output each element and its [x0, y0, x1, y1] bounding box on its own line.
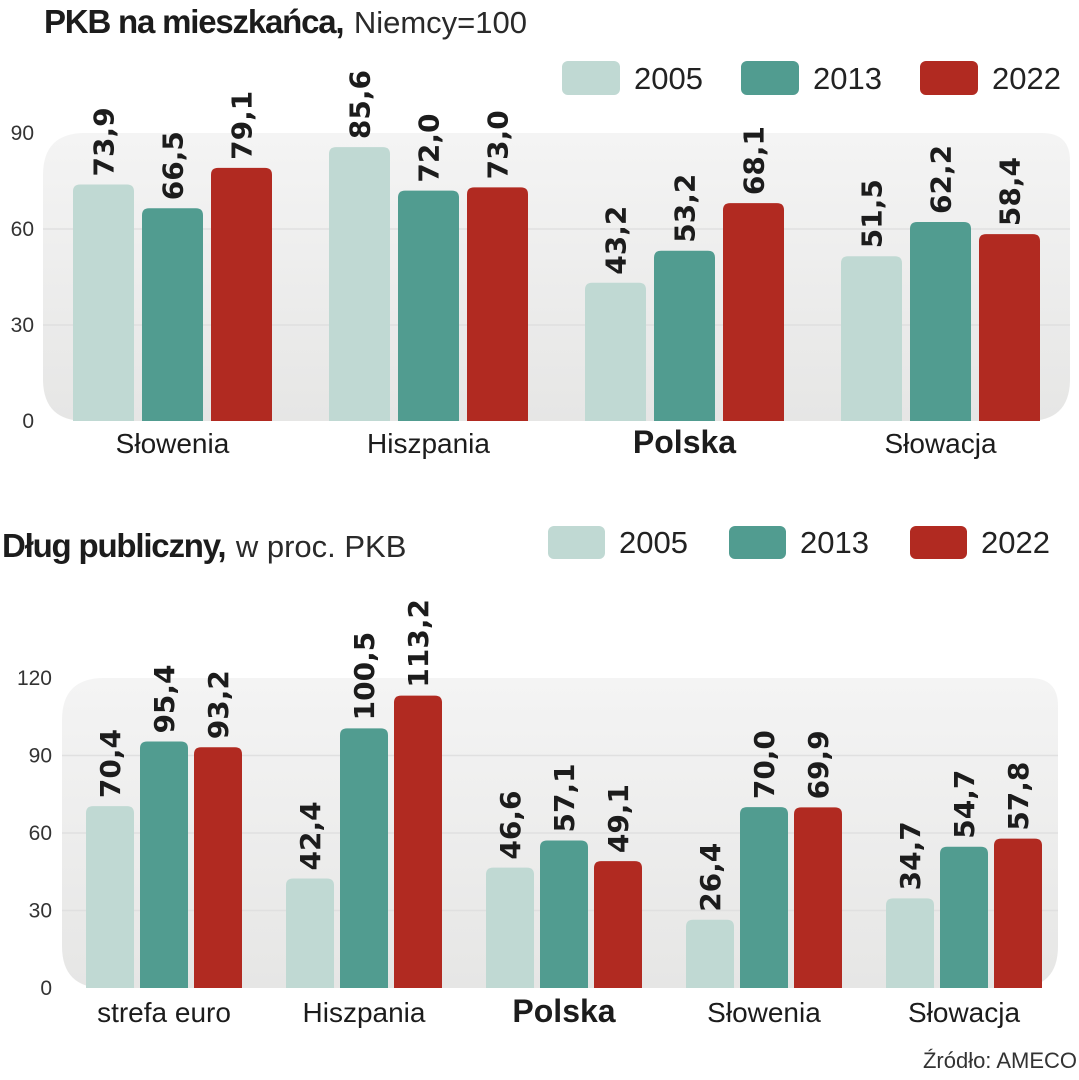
data-label: 95,4	[148, 664, 181, 733]
y-tick-label: 30	[11, 314, 34, 337]
data-label: 73,9	[88, 107, 121, 176]
data-label: 69,9	[802, 730, 835, 799]
data-label: 93,2	[202, 670, 235, 739]
chart-subtitle: Niemcy=100	[354, 5, 527, 40]
data-label: 49,1	[602, 784, 635, 853]
chart-subtitle: w proc. PKB	[235, 529, 407, 564]
legend-swatch-2005	[562, 61, 620, 95]
legend: 2005 2013 2022	[548, 525, 1050, 560]
chart-title: PKB na mieszkańca, Niemcy=100	[44, 3, 527, 40]
legend-swatch-2022	[920, 61, 978, 95]
chart-title-bold: PKB na mieszkańca,	[44, 3, 343, 40]
category-label: strefa euro	[97, 997, 231, 1028]
bar-2013	[654, 250, 715, 421]
data-label: 85,6	[344, 70, 377, 139]
bar-2013	[740, 807, 788, 988]
bar-2013	[940, 846, 988, 988]
legend-label-2022: 2022	[992, 61, 1061, 96]
bar-2022	[194, 747, 242, 988]
category-label: Hiszpania	[303, 997, 426, 1028]
plot-area: 0 30 60 90 73,9 66,5 79,1 Słowenia 85,6 72,0 73,0 H…	[11, 70, 1070, 460]
legend-swatch-2013	[741, 61, 799, 95]
y-tick-label: 90	[29, 745, 52, 768]
bar-2022	[794, 807, 842, 988]
plot-panel	[43, 133, 1070, 421]
legend-label-2013: 2013	[813, 61, 882, 96]
chart-title-bold: Dług publiczny,	[2, 527, 225, 564]
data-label: 42,4	[294, 801, 327, 870]
y-tick-label: 90	[11, 122, 34, 145]
bar-2005	[86, 806, 134, 988]
data-label: 68,1	[738, 126, 771, 195]
data-label: 70,0	[748, 730, 781, 799]
data-label: 79,1	[226, 91, 259, 160]
data-label: 46,6	[494, 791, 527, 860]
bar-2005	[286, 878, 334, 988]
plot-area: 0 30 60 90 120 70,4 95,4 93,2 strefa euro 42,4 100…	[17, 599, 1058, 1029]
data-label: 100,5	[348, 632, 381, 721]
legend-swatch-2005	[548, 526, 605, 559]
bar-2013	[910, 221, 971, 421]
bar-2022	[394, 695, 442, 988]
legend-swatch-2013	[729, 526, 786, 559]
y-tick-label: 60	[29, 822, 52, 845]
bar-2013	[340, 728, 388, 988]
data-label: 73,0	[482, 110, 515, 179]
bar-2013	[142, 208, 203, 421]
category-label: Słowenia	[116, 428, 230, 459]
data-label: 57,8	[1002, 762, 1035, 831]
bar-2005	[841, 256, 902, 421]
category-label: Hiszpania	[367, 428, 490, 459]
legend-label-2005: 2005	[619, 525, 688, 560]
legend-label-2005: 2005	[634, 61, 703, 96]
data-label: 58,4	[994, 157, 1027, 226]
source-note: Źródło: AMECO	[923, 1048, 1077, 1073]
category-label: Polska	[512, 993, 615, 1029]
data-label: 66,5	[157, 131, 190, 200]
bar-2022	[979, 234, 1040, 421]
category-label: Słowenia	[707, 997, 821, 1028]
legend-label-2022: 2022	[981, 525, 1050, 560]
bar-2005	[73, 184, 134, 421]
public-debt-chart: Dług publiczny, w proc. PKB 2005 2013 2022…	[2, 525, 1058, 1029]
legend-swatch-2022	[910, 526, 967, 559]
bar-2005	[585, 282, 646, 421]
data-label: 51,5	[856, 179, 889, 248]
bar-2022	[467, 187, 528, 421]
data-label: 113,2	[402, 599, 435, 688]
y-tick-label: 60	[11, 218, 34, 241]
data-label: 70,4	[94, 729, 127, 798]
chart-title: Dług publiczny, w proc. PKB	[2, 527, 406, 564]
bar-2022	[723, 203, 784, 421]
bar-2013	[140, 741, 188, 988]
gdp-per-capita-chart: PKB na mieszkańca, Niemcy=100 2005 2013 20…	[11, 3, 1070, 460]
y-tick-label: 0	[22, 410, 34, 433]
bar-2013	[540, 840, 588, 988]
category-label: Słowacja	[884, 428, 996, 459]
data-label: 34,7	[894, 821, 927, 890]
legend: 2005 2013 2022	[562, 61, 1061, 96]
bar-2005	[486, 867, 534, 988]
data-label: 43,2	[600, 206, 633, 275]
data-label: 53,2	[669, 174, 702, 243]
data-label: 26,4	[694, 843, 727, 912]
bar-2005	[886, 898, 934, 988]
bar-2022	[594, 861, 642, 988]
bar-2022	[211, 167, 272, 421]
y-tick-label: 120	[17, 667, 52, 690]
bar-2005	[686, 919, 734, 988]
y-tick-label: 0	[40, 977, 52, 1000]
category-label: Słowacja	[908, 997, 1020, 1028]
bar-2005	[329, 147, 390, 421]
bar-2013	[398, 190, 459, 421]
data-label: 57,1	[548, 763, 581, 832]
bar-2022	[994, 838, 1042, 988]
data-label: 72,0	[413, 114, 446, 183]
data-label: 62,2	[925, 145, 958, 214]
category-label: Polska	[633, 424, 736, 460]
data-label: 54,7	[948, 770, 981, 839]
y-tick-label: 30	[29, 900, 52, 923]
legend-label-2013: 2013	[800, 525, 869, 560]
